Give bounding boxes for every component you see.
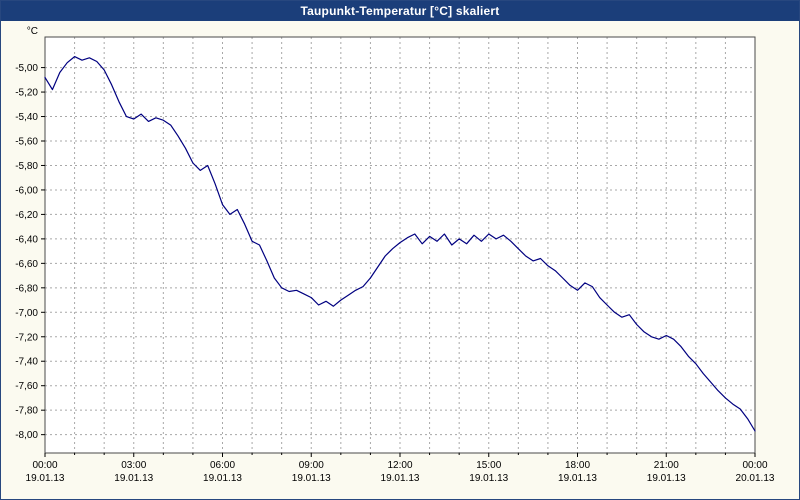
y-tick-label: -6,80	[15, 283, 38, 294]
chart-title: Taupunkt-Temperatur [°C] skaliert	[300, 4, 500, 18]
y-axis: °C -5,00 -5,20 -5,40 -5,60 -5,80 -6,00 -6,20 -6,…	[15, 26, 45, 441]
x-tick-date-label: 19.01.13	[26, 473, 65, 484]
y-tick-label: -6,00	[15, 185, 38, 196]
x-tick-time-label: 21:00	[654, 460, 679, 471]
gridlines	[45, 37, 755, 453]
chart-canvas: °C -5,00 -5,20 -5,40 -5,60 -5,80 -6,00 -6,20 -6,…	[15, 26, 775, 484]
y-tick-label: -7,40	[15, 357, 38, 368]
x-tick-time-label: 09:00	[299, 460, 324, 471]
x-tick-date-label: 19.01.13	[558, 473, 597, 484]
x-tick-time-label: 00:00	[742, 460, 767, 471]
y-axis-unit-label: °C	[27, 26, 38, 37]
y-tick-label: -7,80	[15, 406, 38, 417]
x-tick-time-label: 18:00	[565, 460, 590, 471]
x-tick-time-label: 15:00	[476, 460, 501, 471]
x-tick-date-label: 20.01.13	[736, 473, 775, 484]
y-tick-label: -5,80	[15, 161, 38, 172]
x-tick-time-label: 06:00	[210, 460, 235, 471]
y-tick-label: -5,40	[15, 112, 38, 123]
y-tick-label: -7,60	[15, 381, 38, 392]
x-tick-date-label: 19.01.13	[203, 473, 242, 484]
x-tick-date-label: 19.01.13	[381, 473, 420, 484]
y-tick-label: -8,00	[15, 430, 38, 441]
x-axis: 00:00 19.01.13 03:00 19.01.13 06:00 19.01.13 0…	[26, 453, 775, 484]
chart-panel: °C -5,00 -5,20 -5,40 -5,60 -5,80 -6,00 -6,20 -6,…	[1, 21, 799, 499]
y-tick-label: -7,00	[15, 308, 38, 319]
x-tick-date-label: 19.01.13	[292, 473, 331, 484]
y-tick-label: -5,60	[15, 137, 38, 148]
x-tick-time-label: 03:00	[121, 460, 146, 471]
y-tick-label: -7,20	[15, 332, 38, 343]
x-tick-time-label: 00:00	[32, 460, 57, 471]
y-tick-label: -5,20	[15, 88, 38, 99]
x-tick-time-label: 12:00	[387, 460, 412, 471]
x-tick-date-label: 19.01.13	[647, 473, 686, 484]
x-tick-date-label: 19.01.13	[469, 473, 508, 484]
y-tick-label: -6,20	[15, 210, 38, 221]
y-tick-label: -6,40	[15, 234, 38, 245]
y-tick-label: -6,60	[15, 259, 38, 270]
y-tick-label: -5,00	[15, 63, 38, 74]
chart-title-bar: Taupunkt-Temperatur [°C] skaliert	[1, 1, 799, 21]
x-tick-date-label: 19.01.13	[114, 473, 153, 484]
temperature-series-line	[44, 55, 756, 432]
plot-area	[45, 37, 755, 453]
